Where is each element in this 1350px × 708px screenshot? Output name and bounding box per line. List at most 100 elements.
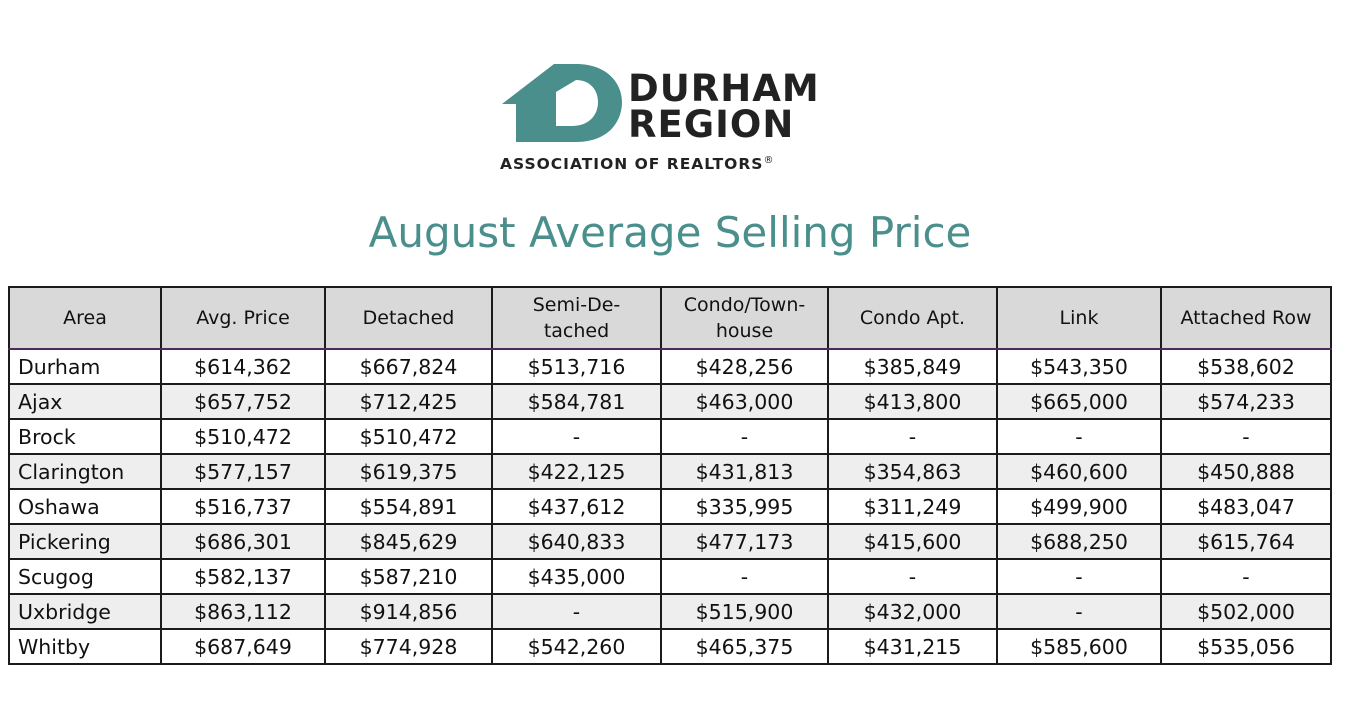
table-row: Pickering $686,301 $845,629 $640,833 $477,17… [8,523,1332,560]
price-cell: $431,215 [827,628,998,665]
price-cell: $542,260 [491,628,662,665]
column-header: Area [8,286,162,350]
price-cell: $463,000 [660,383,829,420]
area-cell: Brock [8,418,162,455]
header-row: Area Avg. Price Detached Semi-De-tached Cond… [8,286,1332,350]
table-body: Durham $614,362 $667,824 $513,716 $428,256 $3… [8,348,1332,665]
column-header: Detached [324,286,493,350]
price-cell: $477,173 [660,523,829,560]
column-header: Condo/Town-house [660,286,829,350]
column-header: Avg. Price [160,286,326,350]
price-cell: $437,612 [491,488,662,525]
logo-association-label: ASSOCIATION OF REALTORS [500,155,764,173]
price-cell: $385,849 [827,348,998,385]
area-cell: Durham [8,348,162,385]
price-cell: - [827,418,998,455]
price-cell: $712,425 [324,383,493,420]
column-header: Link [996,286,1162,350]
price-cell: $845,629 [324,523,493,560]
table-row: Durham $614,362 $667,824 $513,716 $428,256 $3… [8,348,1332,385]
price-cell: - [996,593,1162,630]
price-cell: $516,737 [160,488,326,525]
price-cell: $587,210 [324,558,493,595]
table-row: Whitby $687,649 $774,928 $542,260 $465,375 $4… [8,628,1332,665]
price-cell: $584,781 [491,383,662,420]
price-cell: $667,824 [324,348,493,385]
price-cell: $585,600 [996,628,1162,665]
price-cell: $582,137 [160,558,326,595]
price-cell: $538,602 [1160,348,1332,385]
price-cell: $510,472 [324,418,493,455]
table-row: Uxbridge $863,112 $914,856- $515,900 $432,00… [8,593,1332,630]
price-cell: $422,125 [491,453,662,490]
price-cell: $686,301 [160,523,326,560]
table-row: Clarington $577,157 $619,375 $422,125 $431,8… [8,453,1332,490]
price-cell: $657,752 [160,383,326,420]
price-cell: $413,800 [827,383,998,420]
table-row: Scugog $582,137 $587,210 $435,000- - - - [8,558,1332,595]
registered-mark: ® [763,155,775,166]
area-cell: Uxbridge [8,593,162,630]
area-cell: Scugog [8,558,162,595]
house-d-logo-icon [502,64,622,142]
column-header: Semi-De-tached [491,286,662,350]
price-cell: $483,047 [1160,488,1332,525]
table-row: Oshawa $516,737 $554,891 $437,612 $335,995 $3… [8,488,1332,525]
price-cell: - [491,593,662,630]
price-cell: - [827,558,998,595]
logo-word-region: REGION [628,103,795,146]
price-cell: $499,900 [996,488,1162,525]
table-row: Ajax $657,752 $712,425 $584,781 $463,000 $413… [8,383,1332,420]
area-cell: Clarington [8,453,162,490]
table-row: Brock $510,472 $510,472- - - - - [8,418,1332,455]
price-cell: $914,856 [324,593,493,630]
price-cell: $619,375 [324,453,493,490]
page-title: August Average Selling Price [368,208,972,257]
price-cell: $460,600 [996,453,1162,490]
logo-word-durham: DURHAM [628,67,820,110]
price-cell: $510,472 [160,418,326,455]
price-cell: - [491,418,662,455]
price-cell: $428,256 [660,348,829,385]
price-cell: $431,813 [660,453,829,490]
price-cell: $435,000 [491,558,662,595]
price-cell: - [660,418,829,455]
price-cell: $615,764 [1160,523,1332,560]
area-cell: Oshawa [8,488,162,525]
price-cell: $415,600 [827,523,998,560]
price-cell: - [996,418,1162,455]
price-table: Area Avg. Price Detached Semi-De-tached Cond… [8,286,1332,665]
column-header: Condo Apt. [827,286,998,350]
price-cell: $311,249 [827,488,998,525]
price-cell: $432,000 [827,593,998,630]
price-cell: $543,350 [996,348,1162,385]
area-cell: Whitby [8,628,162,665]
price-cell: - [1160,418,1332,455]
price-cell: $665,000 [996,383,1162,420]
durham-region-logo: DURHAM REGION ASSOCIATION OF REALTORS® [500,62,840,177]
price-cell: $863,112 [160,593,326,630]
price-cell: $577,157 [160,453,326,490]
price-cell: $515,900 [660,593,829,630]
price-cell: $335,995 [660,488,829,525]
price-cell: $465,375 [660,628,829,665]
logo-association-text: ASSOCIATION OF REALTORS® [500,155,840,173]
area-cell: Pickering [8,523,162,560]
price-cell: $640,833 [491,523,662,560]
price-cell: - [660,558,829,595]
price-cell: $450,888 [1160,453,1332,490]
price-cell: $774,928 [324,628,493,665]
price-cell: $554,891 [324,488,493,525]
column-header: Attached Row [1160,286,1332,350]
price-cell: $574,233 [1160,383,1332,420]
price-cell: $502,000 [1160,593,1332,630]
price-cell: $687,649 [160,628,326,665]
price-cell: $688,250 [996,523,1162,560]
price-cell: - [996,558,1162,595]
price-cell: $535,056 [1160,628,1332,665]
area-cell: Ajax [8,383,162,420]
price-cell: $354,863 [827,453,998,490]
price-cell: - [1160,558,1332,595]
price-cell: $513,716 [491,348,662,385]
price-cell: $614,362 [160,348,326,385]
